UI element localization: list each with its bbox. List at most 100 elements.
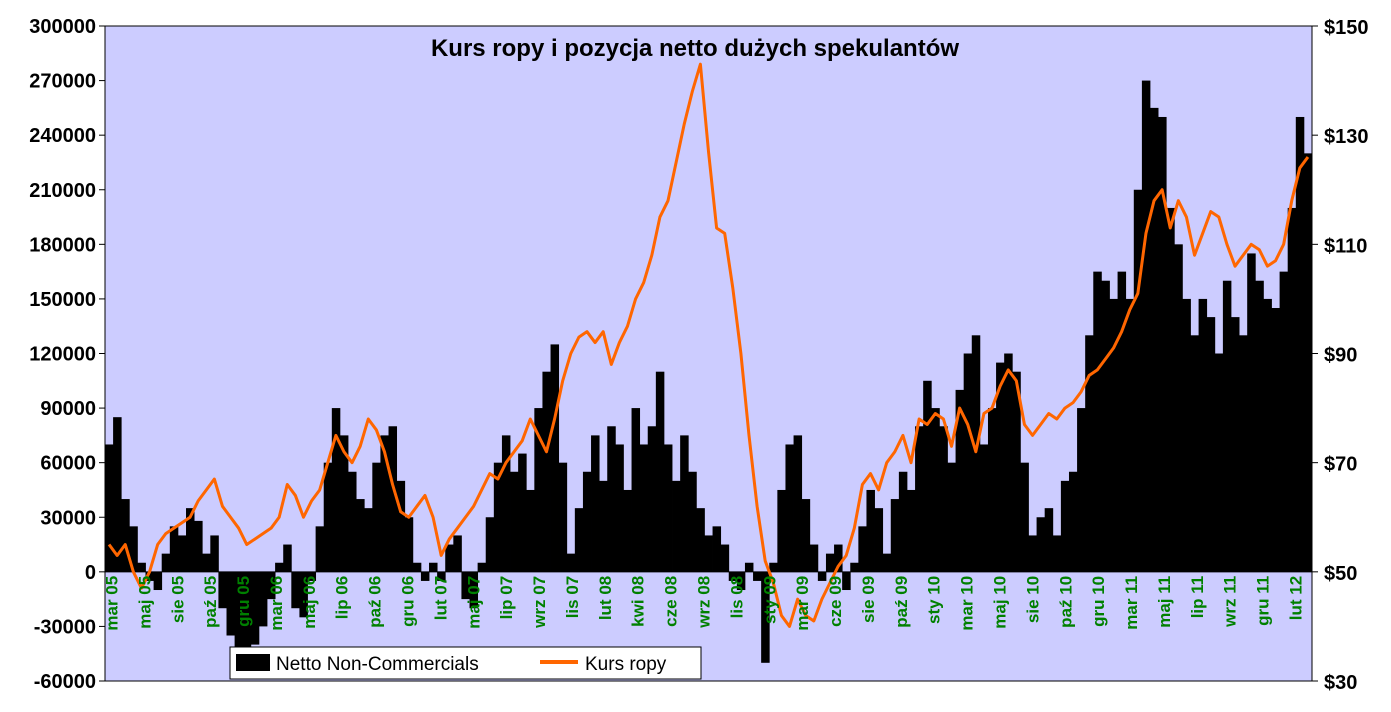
bar — [412, 562, 422, 572]
bar — [1198, 298, 1208, 572]
y-right-tick-label: $110 — [1324, 235, 1367, 257]
bar — [663, 444, 673, 572]
bar — [834, 544, 843, 572]
y-left-tick-label: 30000 — [40, 507, 96, 529]
y-left-tick-label: 150000 — [29, 289, 96, 311]
bar — [453, 535, 462, 572]
bar — [1303, 153, 1313, 572]
bar — [429, 562, 438, 572]
bar — [1068, 471, 1078, 572]
bar — [356, 499, 365, 572]
bar — [842, 571, 851, 591]
bar — [931, 408, 940, 572]
bar — [558, 462, 568, 572]
bar — [785, 444, 794, 572]
bar — [915, 426, 924, 572]
bar — [283, 544, 292, 572]
x-tick-label: mar 05 — [103, 576, 122, 631]
bar — [339, 435, 349, 572]
bar — [996, 362, 1005, 572]
bar — [615, 444, 624, 572]
bar — [647, 426, 657, 572]
bar — [1158, 116, 1167, 572]
x-tick-label: sty 10 — [925, 576, 944, 624]
bar — [1052, 535, 1062, 572]
bar — [623, 489, 632, 572]
x-tick-label: paź 05 — [201, 576, 220, 628]
legend-swatch-bars — [236, 654, 270, 671]
bar — [307, 571, 317, 581]
bar — [582, 471, 592, 572]
bar — [1004, 353, 1013, 572]
bar — [1141, 80, 1151, 572]
x-tick-label: wrz 08 — [695, 576, 714, 629]
bar — [971, 335, 981, 572]
bar — [1182, 298, 1191, 572]
x-tick-label: lut 12 — [1287, 576, 1306, 620]
bar — [420, 571, 430, 581]
x-tick-label: mar 06 — [267, 576, 286, 631]
bar — [1287, 207, 1297, 572]
bar — [574, 508, 584, 572]
y-left-tick-label: -60000 — [34, 671, 96, 693]
x-tick-label: maj 07 — [464, 576, 483, 629]
bar — [898, 471, 908, 572]
bar — [1255, 280, 1264, 572]
x-tick-label: gru 10 — [1089, 576, 1108, 627]
bar — [105, 444, 114, 572]
x-tick-label: cze 09 — [826, 576, 845, 627]
bar — [250, 571, 260, 645]
bar — [380, 435, 389, 572]
x-tick-label: wrz 07 — [530, 576, 549, 629]
y-left-tick-label: 90000 — [40, 398, 96, 420]
bar — [388, 426, 398, 572]
bar — [777, 489, 786, 572]
bar — [145, 571, 154, 581]
bar — [761, 571, 770, 663]
bar — [987, 408, 997, 572]
bar — [1085, 335, 1094, 572]
x-tick-label: sie 10 — [1023, 576, 1042, 623]
bar — [979, 444, 989, 572]
bar — [331, 408, 341, 572]
y-left-tick-label: 120000 — [29, 344, 96, 366]
bar — [631, 408, 641, 572]
bar — [501, 435, 511, 572]
bar — [906, 489, 916, 572]
right-axis: $30 $50 $70 $90 $110 $130 $150 — [1312, 17, 1369, 694]
bar — [1109, 298, 1118, 572]
bar — [226, 571, 236, 636]
bar — [728, 571, 738, 581]
x-tick-label: kwi 08 — [629, 576, 648, 627]
bar — [890, 499, 900, 572]
bar — [372, 462, 381, 572]
bar-series — [105, 80, 1313, 672]
bar — [210, 535, 219, 572]
left-axis: -60000 -30000 0 30000 60000 90000 120000 150000… — [29, 16, 105, 693]
y-left-tick-label: 300000 — [29, 16, 96, 38]
bar — [874, 508, 884, 572]
bar — [121, 499, 130, 572]
bar — [526, 489, 535, 572]
bar — [202, 553, 211, 572]
bar — [364, 508, 373, 572]
bar — [607, 426, 616, 572]
series-line-kurs-ropy — [107, 62, 1310, 628]
x-tick-label: maj 05 — [135, 576, 154, 629]
bar — [963, 353, 973, 572]
bar — [1125, 298, 1135, 572]
x-tick-label: wrz 11 — [1221, 576, 1240, 628]
bar — [323, 462, 333, 572]
bar — [267, 571, 276, 600]
bar — [1279, 271, 1289, 572]
x-tick-label: paź 06 — [366, 576, 385, 628]
bar — [1214, 353, 1224, 572]
x-tick-label: gru 06 — [399, 576, 418, 627]
y-left-tick-label: 180000 — [29, 234, 96, 256]
y-right-tick-label: $50 — [1324, 563, 1357, 585]
bar — [534, 408, 543, 572]
bar — [688, 471, 697, 572]
bar — [299, 571, 308, 618]
bar — [1174, 244, 1183, 572]
